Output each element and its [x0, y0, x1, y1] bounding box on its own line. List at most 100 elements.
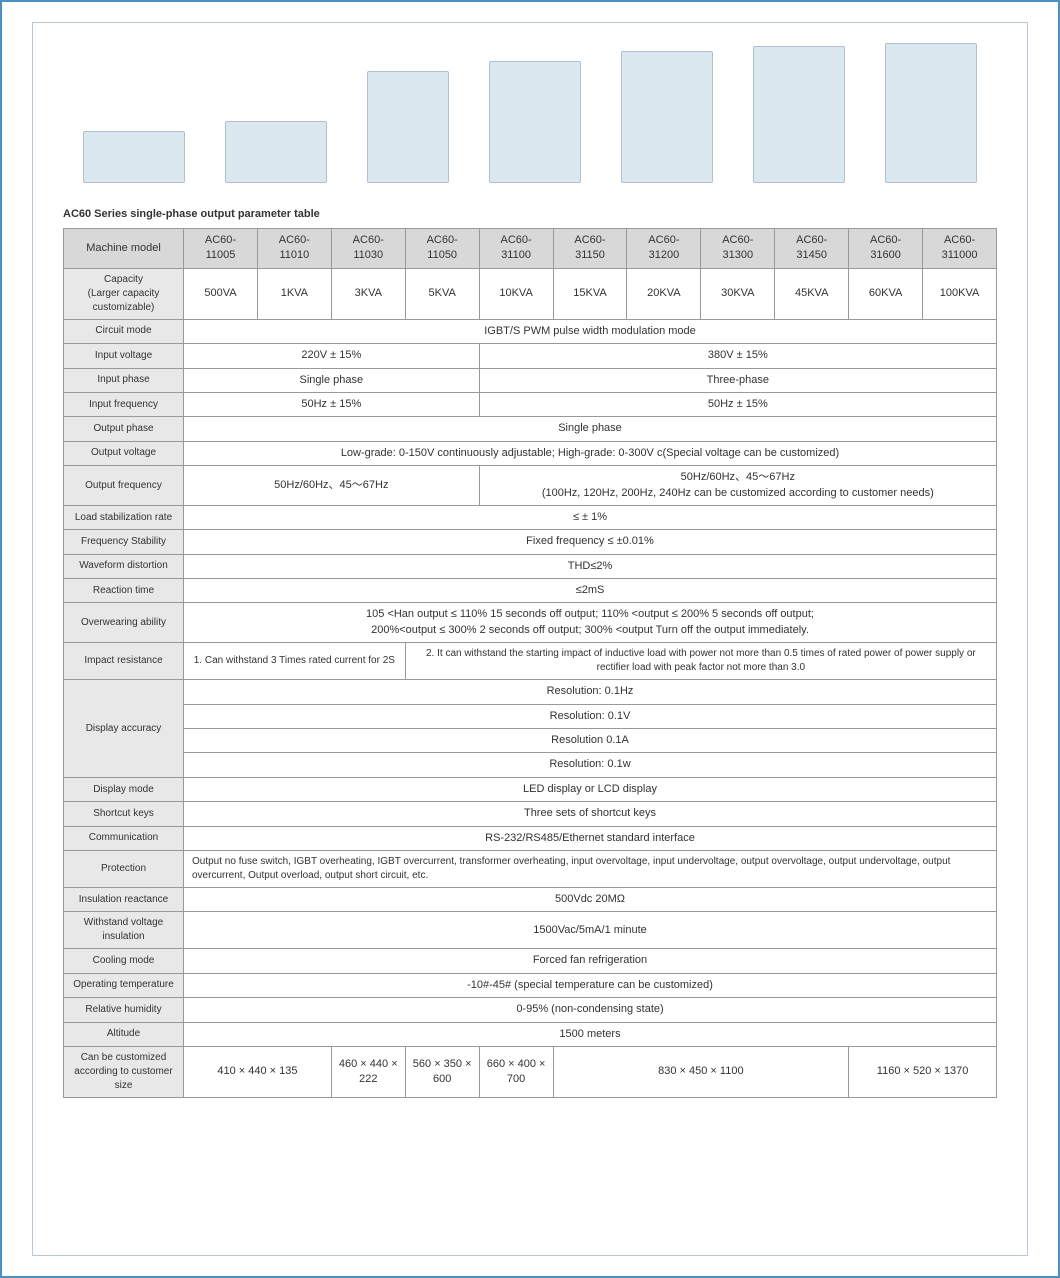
- row-label: Frequency Stability: [64, 530, 184, 554]
- col-header: AC60-31300: [701, 229, 775, 269]
- row-output-voltage: Output voltage Low-grade: 0-150V continu…: [64, 441, 997, 465]
- cell: 660 × 400 × 700: [479, 1046, 553, 1097]
- table-header-row: Machine model AC60-11005 AC60-11010 AC60…: [64, 229, 997, 269]
- cell: Resolution: 0.1Hz: [184, 680, 997, 704]
- row-circuit-mode: Circuit mode IGBT/S PWM pulse width modu…: [64, 319, 997, 343]
- cell: Output no fuse switch, IGBT overheating,…: [184, 850, 997, 887]
- product-image: [367, 71, 449, 183]
- product-image: [621, 51, 713, 183]
- cell: THD≤2%: [184, 554, 997, 578]
- row-size: Can be customized according to customer …: [64, 1046, 997, 1097]
- row-protection: Protection Output no fuse switch, IGBT o…: [64, 850, 997, 887]
- cell: Forced fan refrigeration: [184, 949, 997, 973]
- row-label: Reaction time: [64, 579, 184, 603]
- col-header: AC60-31100: [479, 229, 553, 269]
- row-label: Input frequency: [64, 392, 184, 416]
- row-label: Circuit mode: [64, 319, 184, 343]
- cell: 30KVA: [701, 268, 775, 319]
- row-relative-humidity: Relative humidity 0-95% (non-condensing …: [64, 998, 997, 1022]
- row-input-phase: Input phase Single phase Three-phase: [64, 368, 997, 392]
- cell: 500Vdc 20MΩ: [184, 887, 997, 911]
- cell: 220V ± 15%: [184, 344, 480, 368]
- col-header: AC60-311000: [923, 229, 997, 269]
- cell: 1. Can withstand 3 Times rated current f…: [184, 643, 406, 680]
- row-input-frequency: Input frequency 50Hz ± 15% 50Hz ± 15%: [64, 392, 997, 416]
- col-header: AC60-31150: [553, 229, 627, 269]
- product-images-row: [63, 43, 997, 183]
- row-label: Withstand voltage insulation: [64, 912, 184, 949]
- row-label: Communication: [64, 826, 184, 850]
- row-label: Output frequency: [64, 466, 184, 506]
- cell: 1500Vac/5mA/1 minute: [184, 912, 997, 949]
- row-input-voltage: Input voltage 220V ± 15% 380V ± 15%: [64, 344, 997, 368]
- cell: 1500 meters: [184, 1022, 997, 1046]
- col-header: AC60-11010: [257, 229, 331, 269]
- row-load-stabilization: Load stabilization rate ≤ ± 1%: [64, 505, 997, 529]
- col-header: AC60-11005: [184, 229, 258, 269]
- cell: 100KVA: [923, 268, 997, 319]
- row-operating-temperature: Operating temperature -10#-45# (special …: [64, 973, 997, 997]
- row-display-accuracy: Resolution: 0.1w: [64, 753, 997, 777]
- row-label: Waveform distortion: [64, 554, 184, 578]
- col-header: AC60-11050: [405, 229, 479, 269]
- cell: 5KVA: [405, 268, 479, 319]
- cell: Resolution: 0.1V: [184, 704, 997, 728]
- row-label: Capacity (Larger capacity customizable): [64, 268, 184, 319]
- row-display-accuracy: Resolution: 0.1V: [64, 704, 997, 728]
- cell: Single phase: [184, 417, 997, 441]
- cell: 10KVA: [479, 268, 553, 319]
- row-frequency-stability: Frequency Stability Fixed frequency ≤ ±0…: [64, 530, 997, 554]
- cell: 380V ± 15%: [479, 344, 996, 368]
- cell: 3KVA: [331, 268, 405, 319]
- cell: 1KVA: [257, 268, 331, 319]
- cell: 50Hz ± 15%: [184, 392, 480, 416]
- row-waveform-distortion: Waveform distortion THD≤2%: [64, 554, 997, 578]
- cell: 460 × 440 × 222: [331, 1046, 405, 1097]
- cell: 20KVA: [627, 268, 701, 319]
- cell: Three sets of shortcut keys: [184, 802, 997, 826]
- cell: Resolution: 0.1w: [184, 753, 997, 777]
- cell: 560 × 350 × 600: [405, 1046, 479, 1097]
- row-label: Output voltage: [64, 441, 184, 465]
- row-label: Load stabilization rate: [64, 505, 184, 529]
- row-label: Relative humidity: [64, 998, 184, 1022]
- cell: ≤ ± 1%: [184, 505, 997, 529]
- cell: RS-232/RS485/Ethernet standard interface: [184, 826, 997, 850]
- cell: 50Hz/60Hz、45～67Hz: [184, 466, 480, 506]
- row-label: Cooling mode: [64, 949, 184, 973]
- header-machine-model: Machine model: [64, 229, 184, 269]
- row-label: Insulation reactance: [64, 887, 184, 911]
- row-display-accuracy: Resolution 0.1A: [64, 729, 997, 753]
- page-frame: AC60 Series single-phase output paramete…: [0, 0, 1060, 1278]
- row-label: Output phase: [64, 417, 184, 441]
- row-display-accuracy: Display accuracy Resolution: 0.1Hz: [64, 680, 997, 704]
- row-impact-resistance: Impact resistance 1. Can withstand 3 Tim…: [64, 643, 997, 680]
- product-image: [83, 131, 185, 183]
- inner-frame: AC60 Series single-phase output paramete…: [32, 22, 1028, 1256]
- cell: 0-95% (non-condensing state): [184, 998, 997, 1022]
- product-image: [489, 61, 581, 183]
- cell: Fixed frequency ≤ ±0.01%: [184, 530, 997, 554]
- row-overwearing: Overwearing ability 105 <Han output ≤ 11…: [64, 603, 997, 643]
- cell: LED display or LCD display: [184, 777, 997, 801]
- row-label: Can be customized according to customer …: [64, 1046, 184, 1097]
- product-image: [753, 46, 845, 183]
- row-label: Display accuracy: [64, 680, 184, 778]
- cell: Three-phase: [479, 368, 996, 392]
- cell: 50Hz ± 15%: [479, 392, 996, 416]
- col-header: AC60-31200: [627, 229, 701, 269]
- row-output-frequency: Output frequency 50Hz/60Hz、45～67Hz 50Hz/…: [64, 466, 997, 506]
- cell: Resolution 0.1A: [184, 729, 997, 753]
- parameter-table: Machine model AC60-11005 AC60-11010 AC60…: [63, 228, 997, 1098]
- cell: 50Hz/60Hz、45～67Hz (100Hz, 120Hz, 200Hz, …: [479, 466, 996, 506]
- product-image: [225, 121, 327, 183]
- row-label: Overwearing ability: [64, 603, 184, 643]
- row-shortcut-keys: Shortcut keys Three sets of shortcut key…: [64, 802, 997, 826]
- cell: Low-grade: 0-150V continuously adjustabl…: [184, 441, 997, 465]
- cell: 60KVA: [849, 268, 923, 319]
- row-withstand-voltage: Withstand voltage insulation 1500Vac/5mA…: [64, 912, 997, 949]
- row-label: Operating temperature: [64, 973, 184, 997]
- cell: 15KVA: [553, 268, 627, 319]
- row-capacity: Capacity (Larger capacity customizable) …: [64, 268, 997, 319]
- col-header: AC60-31450: [775, 229, 849, 269]
